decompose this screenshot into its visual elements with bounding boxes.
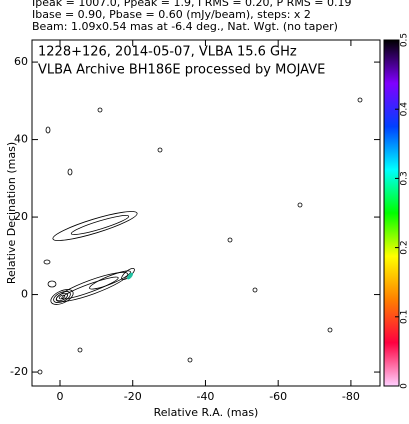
contour — [45, 126, 51, 134]
y-tick-label: 0 — [21, 288, 28, 301]
x-tick-label: -60 — [269, 390, 287, 403]
contour — [187, 357, 193, 363]
contour — [97, 107, 103, 113]
y-tick-label: 40 — [14, 133, 28, 146]
contour — [67, 168, 73, 176]
polarization-spot — [127, 272, 133, 280]
header-line: Ipeak = 1007.0, Ppeak = 1.9, I RMS = 0.2… — [32, 0, 352, 9]
contour — [252, 287, 258, 293]
contour — [43, 259, 51, 265]
colorbar-tick-label: 0.3 — [400, 171, 409, 185]
y-tick-label: 60 — [14, 55, 28, 68]
header-line: Beam: 1.09x0.54 mas at -6.4 deg., Nat. W… — [32, 20, 338, 33]
contour — [297, 202, 303, 208]
colorbar-tick-label: 0 — [400, 383, 409, 389]
contour — [157, 147, 163, 153]
y-tick-label: -20 — [10, 365, 28, 378]
x-tick-label: -20 — [124, 390, 142, 403]
contour — [227, 237, 233, 243]
x-axis-label: Relative R.A. (mas) — [154, 406, 259, 419]
contour — [61, 276, 119, 300]
contour — [50, 289, 74, 305]
colorbar-tick-label: 0.5 — [400, 33, 409, 47]
contour — [70, 215, 130, 235]
colorbar — [383, 39, 400, 387]
y-axis-label: Relative Decination (mas) — [5, 142, 18, 284]
contour — [55, 272, 129, 302]
x-tick-label: 0 — [57, 390, 64, 403]
contour — [327, 327, 333, 333]
x-tick-label: -40 — [196, 390, 214, 403]
contour — [47, 280, 57, 288]
x-tick-label: -80 — [342, 390, 360, 403]
colorbar-tick-label: 0.1 — [400, 310, 409, 324]
contour — [357, 97, 363, 103]
contours — [37, 97, 363, 375]
plot-frame — [31, 39, 381, 387]
annotation: 1228+126, 2014-05-07, VLBA 15.6 GHz — [38, 45, 297, 60]
contour — [77, 347, 83, 353]
colorbar-tick-label: 0.4 — [400, 102, 409, 117]
contour — [52, 211, 138, 241]
contour — [89, 270, 131, 290]
contour — [37, 369, 43, 375]
annotation: VLBA Archive BH186E processed by MOJAVE — [38, 63, 325, 78]
y-tick-label: 20 — [14, 210, 28, 223]
contour — [58, 294, 66, 300]
header-line: Ibase = 0.90, Pbase = 0.60 (mJy/beam), s… — [32, 8, 311, 21]
colorbar-tick-label: 0.2 — [400, 240, 409, 254]
